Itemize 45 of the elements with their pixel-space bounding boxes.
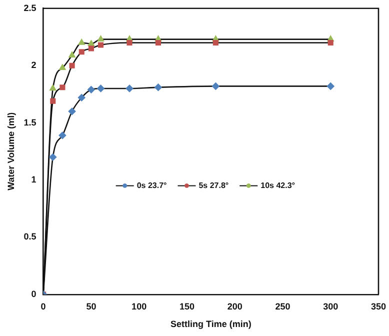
y-tick-label: 1	[31, 174, 36, 184]
x-tick-label: 100	[132, 301, 147, 312]
point	[212, 40, 218, 46]
x-tick-label: 0	[40, 301, 46, 312]
point	[50, 98, 56, 104]
point	[126, 40, 132, 46]
point	[78, 39, 85, 45]
y-axis-title: Water Volume (ml)	[6, 112, 16, 190]
point	[98, 42, 104, 48]
legend-label: 10s 42.3°	[260, 180, 295, 190]
x-tick-label: 250	[275, 301, 290, 312]
point	[78, 94, 86, 102]
point	[49, 153, 57, 161]
point	[88, 40, 94, 46]
point	[98, 36, 104, 42]
point	[60, 84, 66, 90]
point	[155, 40, 161, 46]
point	[58, 132, 66, 140]
point	[212, 82, 220, 90]
x-tick-label: 200	[227, 301, 242, 312]
y-tick-label: 2.5	[24, 2, 36, 13]
y-tick-label: 2	[31, 60, 36, 70]
y-tick-label: 1.5	[24, 117, 36, 128]
point	[68, 108, 76, 116]
x-tick-label: 50	[86, 301, 96, 312]
x-axis-title: Settling Time (min)	[170, 319, 252, 330]
point	[97, 84, 104, 92]
point	[69, 62, 75, 68]
y-tick-label: 0	[31, 288, 36, 299]
point	[154, 84, 162, 91]
x-tick-label: 150	[179, 301, 194, 312]
point	[59, 64, 66, 70]
point	[126, 84, 134, 92]
x-tick-label: 300	[323, 301, 338, 312]
y-tick-label: 0.5	[24, 232, 36, 242]
point	[328, 40, 334, 46]
legend-label: 0s 23.7°	[136, 180, 167, 190]
point	[88, 46, 94, 52]
x-tick-label: 350	[370, 301, 386, 312]
point	[78, 49, 84, 55]
point	[88, 86, 95, 94]
legend-label: 5s 27.8°	[198, 180, 229, 190]
point	[326, 82, 334, 90]
point	[68, 52, 76, 58]
point	[50, 84, 56, 91]
